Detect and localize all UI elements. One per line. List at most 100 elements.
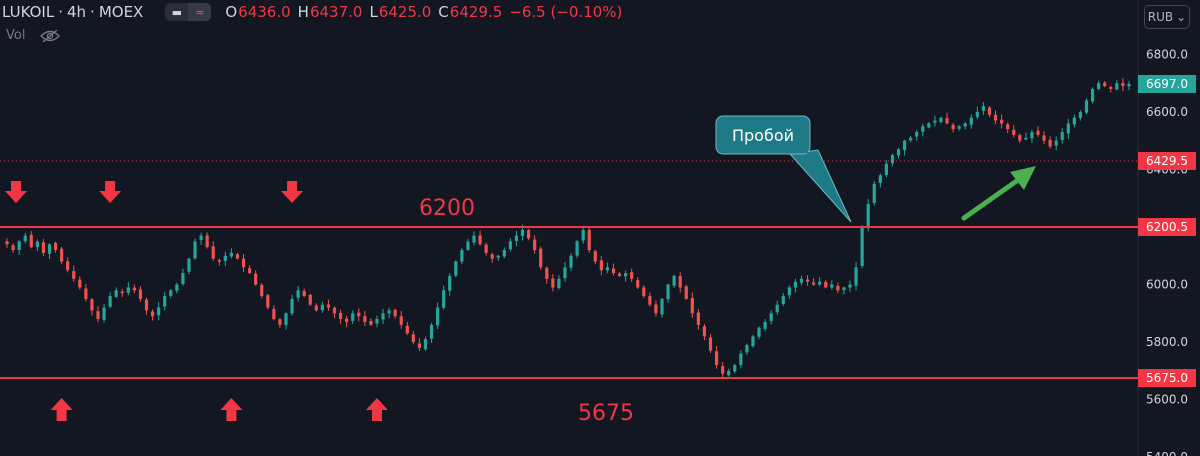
candle <box>575 239 579 259</box>
open-value: 6436.0 <box>238 3 291 21</box>
candle <box>229 248 234 259</box>
high-label: H <box>297 3 309 21</box>
candle <box>17 240 21 255</box>
svg-text:6697.0: 6697.0 <box>1146 77 1188 91</box>
candle <box>702 323 707 341</box>
candle <box>1072 114 1076 128</box>
candle <box>963 122 967 130</box>
candle <box>1066 118 1070 139</box>
candle <box>1090 87 1095 104</box>
candle <box>199 232 203 245</box>
candle <box>672 274 676 288</box>
status-toggle[interactable]: ▬ ≈ <box>165 3 212 21</box>
candle <box>454 260 458 278</box>
candle <box>472 231 476 246</box>
candle <box>557 275 561 290</box>
candle <box>654 300 658 317</box>
candle <box>939 116 943 124</box>
candle <box>993 110 998 125</box>
svg-text:6200.5: 6200.5 <box>1146 220 1188 234</box>
candle <box>902 139 907 156</box>
candle <box>1127 80 1131 91</box>
candle <box>915 130 919 141</box>
candle <box>1084 98 1089 115</box>
eye-hidden-icon[interactable] <box>39 29 61 43</box>
candle <box>387 307 391 319</box>
candle <box>96 306 100 323</box>
candle <box>569 253 573 272</box>
currency-label: RUB <box>1147 10 1174 24</box>
candle <box>11 243 15 253</box>
exchange: MOEX <box>98 3 144 21</box>
candle <box>284 312 288 330</box>
candle <box>496 254 500 261</box>
candle <box>120 288 124 298</box>
candle <box>235 252 240 260</box>
candle <box>545 266 549 284</box>
candle <box>1103 80 1107 88</box>
candle <box>769 310 773 325</box>
y-tick-label: 6600.0 <box>1146 105 1188 119</box>
candle <box>854 261 858 291</box>
candle <box>405 321 409 336</box>
candle <box>345 315 349 328</box>
candle <box>721 362 725 378</box>
candle <box>987 106 992 118</box>
approx-icon: ≈ <box>188 3 212 21</box>
price-label-current: 6429.5 <box>1138 151 1196 170</box>
change-value: −6.5 (−0.10%) <box>509 3 623 21</box>
candle <box>1042 131 1046 145</box>
candle <box>1036 126 1040 137</box>
candle <box>272 305 276 321</box>
candle <box>842 286 846 295</box>
symbol-name[interactable]: LUKOIL <box>2 3 55 21</box>
candle <box>502 247 506 259</box>
candle <box>5 238 9 248</box>
volume-label: Vol <box>6 28 26 43</box>
candle <box>338 309 343 325</box>
candle <box>836 282 840 294</box>
currency-select[interactable]: RUB ⌄ <box>1144 5 1190 29</box>
candle <box>981 102 986 115</box>
candle <box>132 284 136 294</box>
candle <box>302 288 306 298</box>
minus-icon: ▬ <box>171 5 183 19</box>
low-value: 6425.0 <box>378 3 432 21</box>
open-label: O <box>225 3 238 21</box>
chevron-down-icon: ⌄ <box>1176 10 1187 24</box>
candle <box>581 225 585 244</box>
candle <box>1078 110 1083 121</box>
volume-legend: Vol <box>6 28 61 43</box>
candle <box>642 285 646 299</box>
candle <box>1054 136 1058 151</box>
legend-separator: · <box>90 3 95 21</box>
candle <box>684 284 688 300</box>
candle <box>1115 79 1119 91</box>
candle <box>278 317 282 328</box>
candle <box>599 255 603 276</box>
candle <box>102 303 106 323</box>
up-arrow-icon <box>50 398 73 422</box>
candle <box>442 285 446 310</box>
candle <box>533 235 537 254</box>
candle <box>248 265 252 275</box>
candle <box>332 306 337 319</box>
candle <box>799 275 804 286</box>
candle <box>508 238 512 252</box>
candle <box>630 268 634 283</box>
y-tick-label: 5400.0 <box>1146 450 1188 456</box>
price-label-last: 6697.0 <box>1138 75 1196 94</box>
candle <box>466 239 470 251</box>
candle <box>696 309 700 330</box>
high-value: 6437.0 <box>309 3 363 21</box>
interval[interactable]: 4h <box>66 3 87 21</box>
candle <box>872 181 876 206</box>
candle <box>29 230 33 249</box>
candle <box>678 272 682 293</box>
candle <box>381 308 385 324</box>
candle <box>169 289 173 299</box>
candle <box>326 299 331 311</box>
candle <box>266 293 270 310</box>
candle <box>551 273 555 292</box>
